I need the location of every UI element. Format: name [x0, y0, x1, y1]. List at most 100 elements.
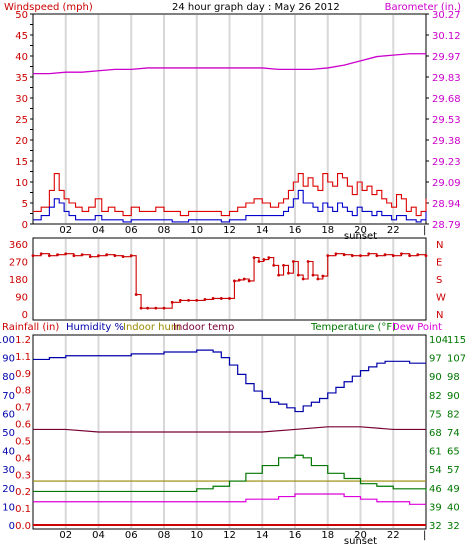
compass-tick-label: S	[436, 275, 442, 286]
direction-point	[287, 271, 290, 275]
hour-tick-label: 16	[289, 530, 302, 541]
hour-tick-label: 08	[158, 530, 171, 541]
direction-point	[139, 306, 143, 310]
barometer-tick-label: 29.09	[432, 178, 461, 189]
temperature-tick-label: 104	[429, 335, 448, 346]
hour-tick-label: 02	[59, 225, 72, 236]
direction-point	[262, 258, 266, 261]
windspeed-tick-label: 0	[22, 220, 28, 231]
temperature-outer-tick-label: 57	[447, 465, 460, 476]
direction-point	[282, 263, 285, 267]
indoor-temp-line	[33, 426, 426, 433]
direction-point	[56, 253, 59, 257]
barometer-tick-label: 30.12	[432, 31, 461, 42]
direction-point	[31, 254, 35, 258]
wind-gust-line	[33, 173, 427, 217]
temperature-outer-tick-label: 40	[447, 502, 460, 513]
temperature-outer-tick-label: 82	[447, 409, 460, 420]
hour-tick-label: 14	[256, 530, 269, 541]
temperature-tick-label: 97	[429, 354, 442, 365]
direction-point	[80, 253, 84, 257]
hour-tick-label: 20	[354, 225, 367, 236]
hour-tick-label: 18	[321, 225, 334, 236]
hour-tick-label: 04	[92, 530, 105, 541]
hour-tick-label: 20	[354, 530, 367, 541]
barometer-tick-label: 28.94	[432, 199, 461, 210]
direction-point	[233, 279, 236, 283]
barometer-tick-label: 29.38	[432, 136, 461, 147]
direction-point	[350, 254, 354, 258]
barometer-tick-label: 28.79	[432, 220, 461, 231]
barometer-tick-label: 29.53	[432, 115, 461, 126]
direction-point	[219, 297, 223, 300]
rainfall-tick-label: 0.6	[15, 420, 31, 431]
hour-tick-label: |	[423, 225, 426, 236]
direction-point	[342, 253, 346, 257]
windspeed-tick-label: 30	[15, 94, 28, 105]
direction-point	[375, 254, 379, 258]
temperature-outer-tick-label: 49	[447, 484, 460, 495]
direction-point	[113, 254, 117, 258]
temperature-outer-tick-label: 32	[447, 521, 460, 532]
temperature-tick-label: 46	[429, 484, 442, 495]
direction-point	[257, 260, 261, 263]
direction-point	[154, 306, 158, 310]
temperature-tick-label: 39	[429, 502, 442, 513]
humidity-line	[33, 349, 426, 413]
direction-point	[211, 297, 215, 300]
rainfall-tick-label: 0.3	[15, 470, 31, 481]
rainfall-tick-label: 0.2	[15, 487, 31, 498]
humidity-tick-label: 10	[2, 502, 15, 513]
direction-point	[237, 278, 241, 282]
humidity-tick-label: 20	[2, 484, 15, 495]
barometer-tick-label: 29.68	[432, 94, 461, 105]
rainfall-tick-label: 0.7	[15, 403, 31, 414]
direction-point	[121, 255, 125, 259]
direction-point	[272, 263, 276, 267]
windspeed-tick-label: 35	[15, 73, 28, 84]
hour-tick-label: 12	[223, 530, 236, 541]
direction-tick-label: 180	[9, 275, 28, 286]
direction-point	[170, 300, 174, 304]
direction-point	[228, 297, 231, 300]
compass-tick-label: E	[436, 258, 442, 269]
indoor-temp-label: Indoor temp	[173, 322, 234, 333]
humidity-tick-label: 0	[9, 521, 15, 532]
dewpoint-line	[33, 493, 426, 505]
direction-point	[178, 298, 182, 302]
windspeed-tick-label: 40	[15, 52, 28, 63]
temperature-tick-label: 32	[429, 521, 442, 532]
rainfall-tick-label: 1.2	[15, 335, 31, 346]
compass-tick-label: N	[436, 310, 443, 321]
direction-point	[146, 306, 150, 310]
direction-point	[383, 253, 387, 257]
temperature-tick-label: 90	[429, 372, 442, 383]
windspeed-tick-label: 50	[15, 10, 28, 21]
barometer-axis-label: Barometer (in.)	[385, 2, 461, 13]
hour-tick-label: 16	[289, 225, 302, 236]
dewpoint-axis-label: Dew Point	[392, 322, 442, 333]
direction-point	[267, 256, 271, 260]
rainfall-tick-label: 0.0	[15, 521, 31, 532]
direction-point	[64, 252, 68, 256]
direction-tick-label: 0	[22, 310, 28, 321]
direction-point	[88, 255, 92, 259]
rainfall-tick-label: 0.8	[15, 386, 31, 397]
direction-tick-label: 270	[9, 258, 28, 269]
hour-tick-label: 22	[387, 530, 400, 541]
direction-point	[296, 273, 300, 277]
windspeed-tick-label: 15	[15, 157, 28, 168]
temperature-axis-label: Temperature (°F)	[310, 322, 396, 333]
temperature-line	[33, 454, 427, 493]
rainfall-axis-label: Rainfall (in)	[2, 322, 59, 333]
wind-avg-line	[33, 189, 427, 223]
humidity-tick-label: 50	[2, 428, 15, 439]
direction-point	[400, 252, 403, 256]
direction-point	[359, 254, 362, 258]
barometer-tick-label: 30.27	[432, 10, 461, 21]
hour-tick-label: |	[423, 530, 426, 541]
humidity-tick-label: 90	[2, 354, 15, 365]
direction-point	[242, 277, 246, 281]
direction-point	[203, 298, 207, 301]
